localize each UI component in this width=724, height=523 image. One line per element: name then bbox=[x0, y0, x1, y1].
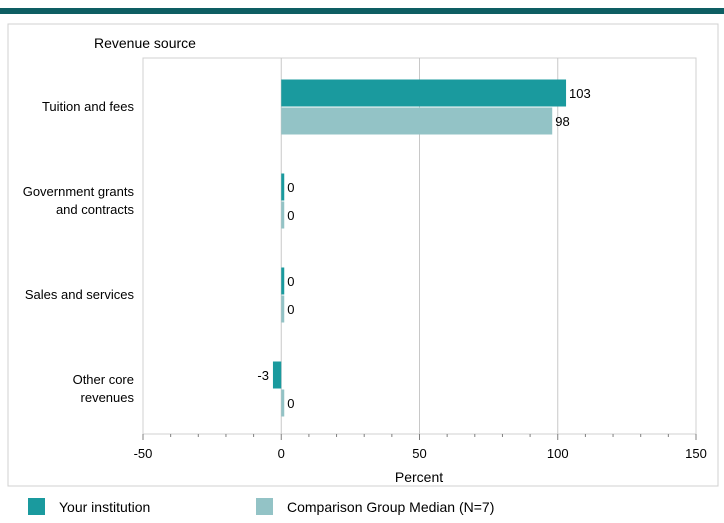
bar-comparison-median bbox=[281, 389, 285, 417]
legend-swatch bbox=[256, 498, 273, 515]
legend: Your institution Comparison Group Median … bbox=[28, 498, 494, 515]
data-label: 0 bbox=[287, 208, 294, 223]
data-label: -3 bbox=[257, 368, 269, 383]
data-label: 0 bbox=[287, 396, 294, 411]
chart-frame bbox=[7, 23, 719, 487]
x-tick-label: -50 bbox=[134, 446, 153, 461]
category-label: Other core bbox=[73, 372, 134, 387]
category-label: and contracts bbox=[56, 202, 135, 217]
legend-swatch bbox=[28, 498, 45, 515]
x-tick-label: 150 bbox=[685, 446, 707, 461]
bar-comparison-median bbox=[281, 107, 553, 135]
bar-your-institution bbox=[281, 173, 285, 201]
x-tick-label: 100 bbox=[547, 446, 569, 461]
bar-your-institution bbox=[281, 79, 567, 107]
y-axis-title: Revenue source bbox=[94, 35, 196, 51]
data-label: 103 bbox=[569, 86, 591, 101]
category-label: Tuition and fees bbox=[42, 99, 135, 114]
bar-your-institution bbox=[272, 361, 282, 389]
data-label: 0 bbox=[287, 302, 294, 317]
legend-label: Comparison Group Median (N=7) bbox=[287, 499, 494, 515]
category-label: Sales and services bbox=[25, 287, 135, 302]
bar-comparison-median bbox=[281, 295, 285, 323]
bar-your-institution bbox=[281, 267, 285, 295]
x-axis-title: Percent bbox=[395, 469, 443, 485]
top-accent-bar bbox=[0, 8, 724, 14]
x-tick-label: 0 bbox=[278, 446, 285, 461]
legend-label: Your institution bbox=[59, 499, 150, 515]
plot-area: -50 0 50 100 150 Tuition and fees Government g… bbox=[23, 57, 707, 461]
category-label: revenues bbox=[81, 390, 135, 405]
x-tick-label: 50 bbox=[412, 446, 426, 461]
data-label: 0 bbox=[287, 274, 294, 289]
data-label: 0 bbox=[287, 180, 294, 195]
bar-comparison-median bbox=[281, 201, 285, 229]
data-label: 98 bbox=[555, 114, 569, 129]
category-label: Government grants bbox=[23, 184, 135, 199]
